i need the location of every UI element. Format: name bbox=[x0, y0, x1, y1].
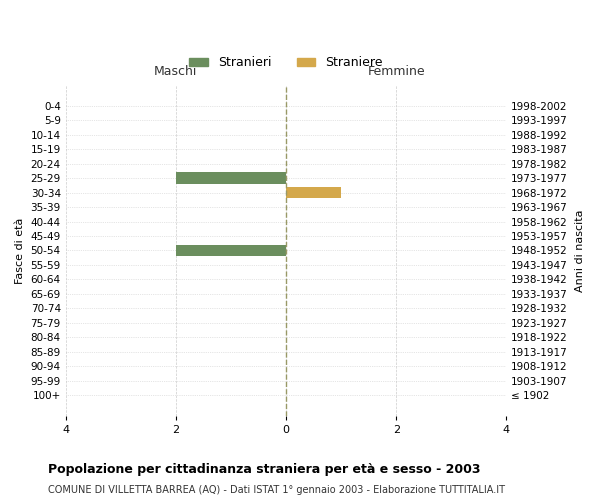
Text: COMUNE DI VILLETTA BARREA (AQ) - Dati ISTAT 1° gennaio 2003 - Elaborazione TUTTI: COMUNE DI VILLETTA BARREA (AQ) - Dati IS… bbox=[48, 485, 505, 495]
Legend: Stranieri, Straniere: Stranieri, Straniere bbox=[184, 52, 388, 74]
Bar bbox=[286, 187, 341, 198]
Y-axis label: Anni di nascita: Anni di nascita bbox=[575, 209, 585, 292]
Bar bbox=[176, 244, 286, 256]
Text: Femmine: Femmine bbox=[367, 66, 425, 78]
Bar bbox=[176, 172, 286, 184]
Y-axis label: Fasce di età: Fasce di età bbox=[15, 218, 25, 284]
Text: Maschi: Maschi bbox=[154, 66, 197, 78]
Text: Popolazione per cittadinanza straniera per età e sesso - 2003: Popolazione per cittadinanza straniera p… bbox=[48, 462, 481, 475]
